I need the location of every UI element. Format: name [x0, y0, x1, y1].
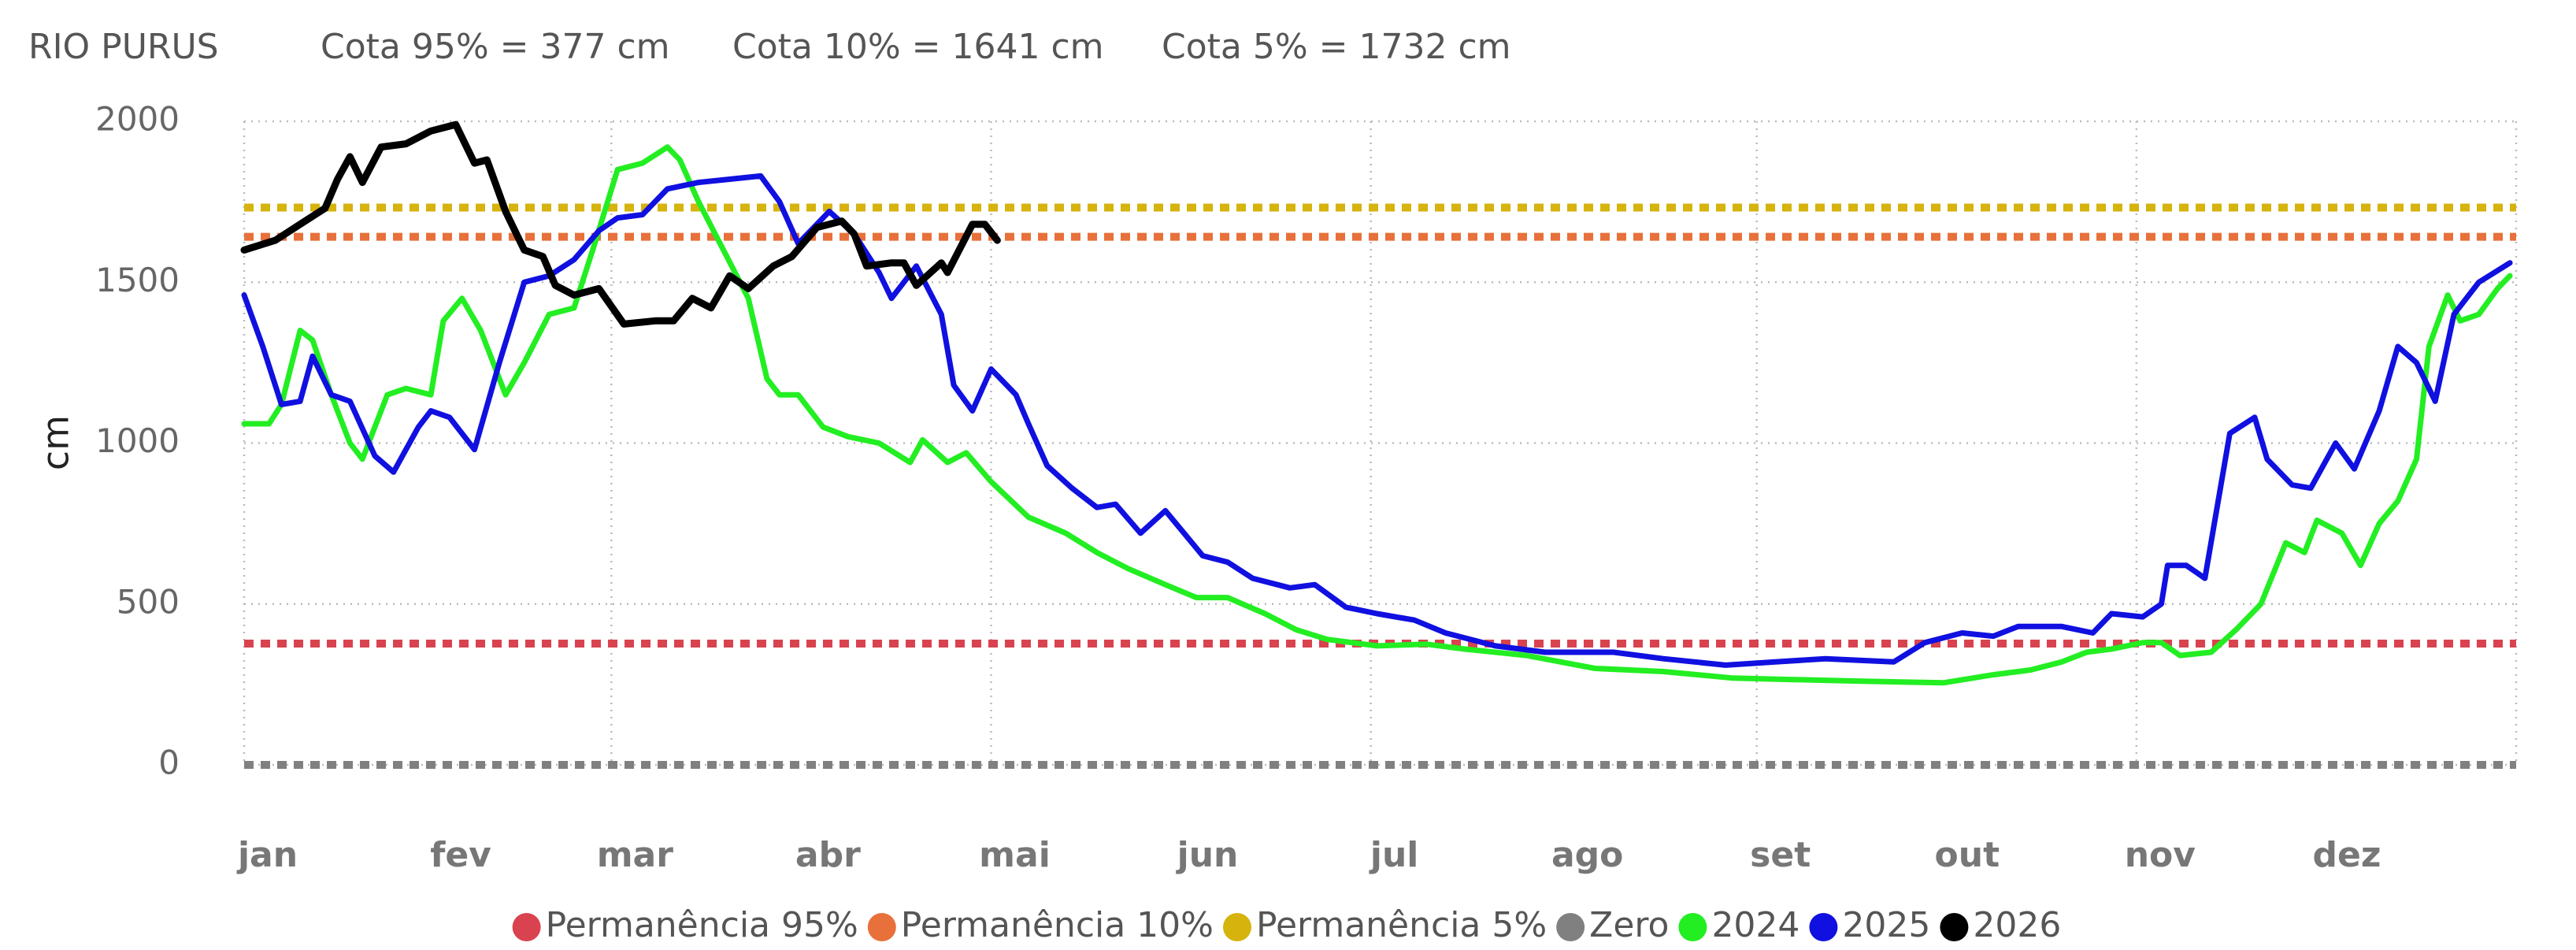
legend-marker	[1222, 913, 1251, 941]
series-line	[241, 173, 2513, 668]
x-tick-label: ago	[1551, 835, 1623, 875]
y-tick-label: 1000	[95, 421, 180, 460]
y-tick-label: 2000	[95, 100, 180, 139]
y-tick-label: 500	[117, 582, 180, 621]
x-tick-label: dez	[2312, 835, 2381, 875]
legend-label: Permanência 95%	[546, 905, 858, 945]
x-tick-label: jun	[1176, 835, 1239, 875]
y-tick-label: 0	[158, 744, 180, 782]
legend-label: 2025	[1842, 905, 1930, 945]
legend-label: 2026	[1973, 905, 2061, 945]
legend-marker	[1678, 913, 1707, 941]
x-tick-label: jan	[236, 835, 298, 875]
legend-label: 2024	[1711, 905, 1799, 945]
legend-label: Permanência 5%	[1256, 905, 1547, 945]
y-tick-label: 1500	[95, 261, 180, 299]
x-tick-label: fev	[430, 835, 491, 875]
x-tick-label: out	[1935, 835, 2000, 875]
y-axis-label: cm	[35, 415, 77, 470]
annotation: Cota 5% = 1732 cm	[1162, 27, 1511, 67]
x-tick-label: set	[1750, 835, 1811, 875]
x-tick-label: abr	[795, 835, 861, 875]
legend-label: Permanência 10%	[901, 905, 1214, 945]
series-line	[241, 144, 2513, 686]
x-tick-label: jul	[1369, 835, 1419, 875]
legend-marker	[512, 913, 541, 941]
x-tick-label: mai	[979, 835, 1051, 875]
x-tick-label: mar	[597, 835, 674, 875]
annotation: Cota 95% = 377 cm	[321, 27, 670, 67]
legend-marker	[1556, 913, 1585, 941]
legend-label: Zero	[1589, 905, 1669, 945]
legend-marker	[1940, 913, 1969, 941]
chart-title: RIO PURUS	[28, 27, 219, 67]
legend-marker	[867, 913, 896, 941]
legend-marker	[1809, 913, 1838, 941]
annotation: Cota 10% = 1641 cm	[732, 27, 1104, 67]
x-tick-label: nov	[2125, 835, 2196, 875]
series-line	[240, 121, 1001, 328]
